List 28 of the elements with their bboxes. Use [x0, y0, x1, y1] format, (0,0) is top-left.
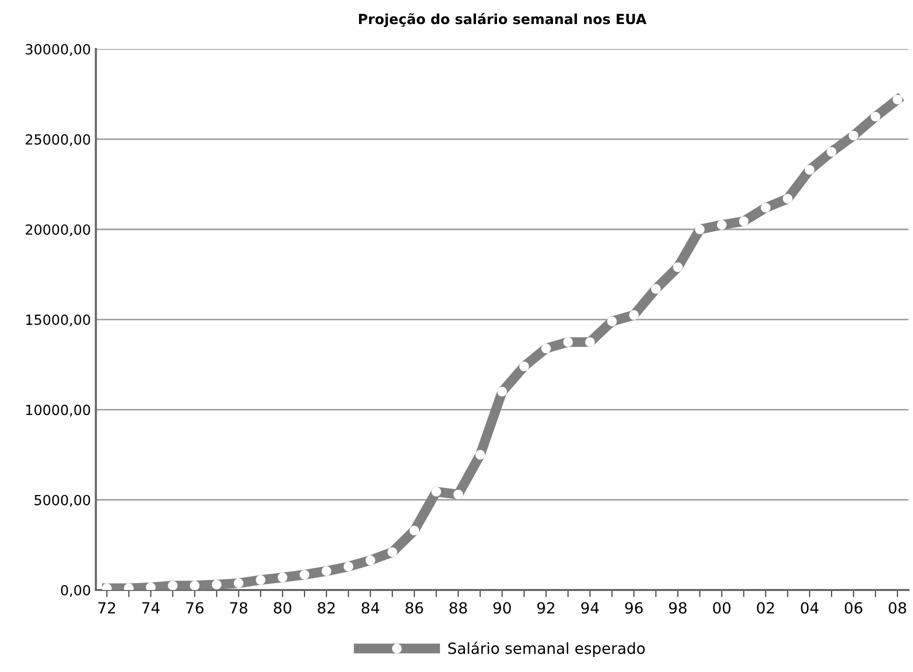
x-tick-label: 72: [98, 602, 116, 614]
x-tick-label: 82: [318, 602, 335, 614]
x-tick-label: 80: [274, 602, 292, 614]
x-tick-label: 90: [493, 602, 511, 614]
x-tick-label: 86: [406, 602, 424, 614]
x-tick-label: 92: [537, 602, 554, 614]
legend-label: Salário semanal esperado: [448, 642, 645, 658]
y-tick-label: 5000,00: [34, 494, 90, 507]
x-tick-label: 06: [844, 602, 862, 614]
chart-title: Projeção do salário semanal nos EUA: [359, 12, 646, 28]
x-tick-label: 78: [230, 602, 248, 614]
x-tick-label: 84: [362, 602, 380, 614]
y-tick-label: 30000,00: [26, 44, 90, 56]
y-tick-label: 20000,00: [26, 224, 90, 236]
y-tick-label: 0,00: [60, 584, 90, 597]
x-tick-label: 94: [581, 602, 599, 614]
x-tick-label: 76: [186, 602, 204, 614]
x-tick-label: 04: [800, 602, 818, 614]
x-tick-label: 74: [142, 602, 160, 614]
y-tick-label: 25000,00: [26, 134, 90, 146]
y-tick-label: 10000,00: [26, 404, 90, 417]
y-tick-label: 15000,00: [26, 314, 90, 326]
x-tick-label: 00: [713, 602, 730, 614]
x-tick-label: 08: [888, 602, 906, 614]
x-tick-label: 02: [756, 602, 774, 614]
x-tick-label: 96: [625, 602, 643, 614]
x-tick-label: 88: [450, 602, 467, 614]
x-tick-label: 98: [669, 602, 687, 614]
